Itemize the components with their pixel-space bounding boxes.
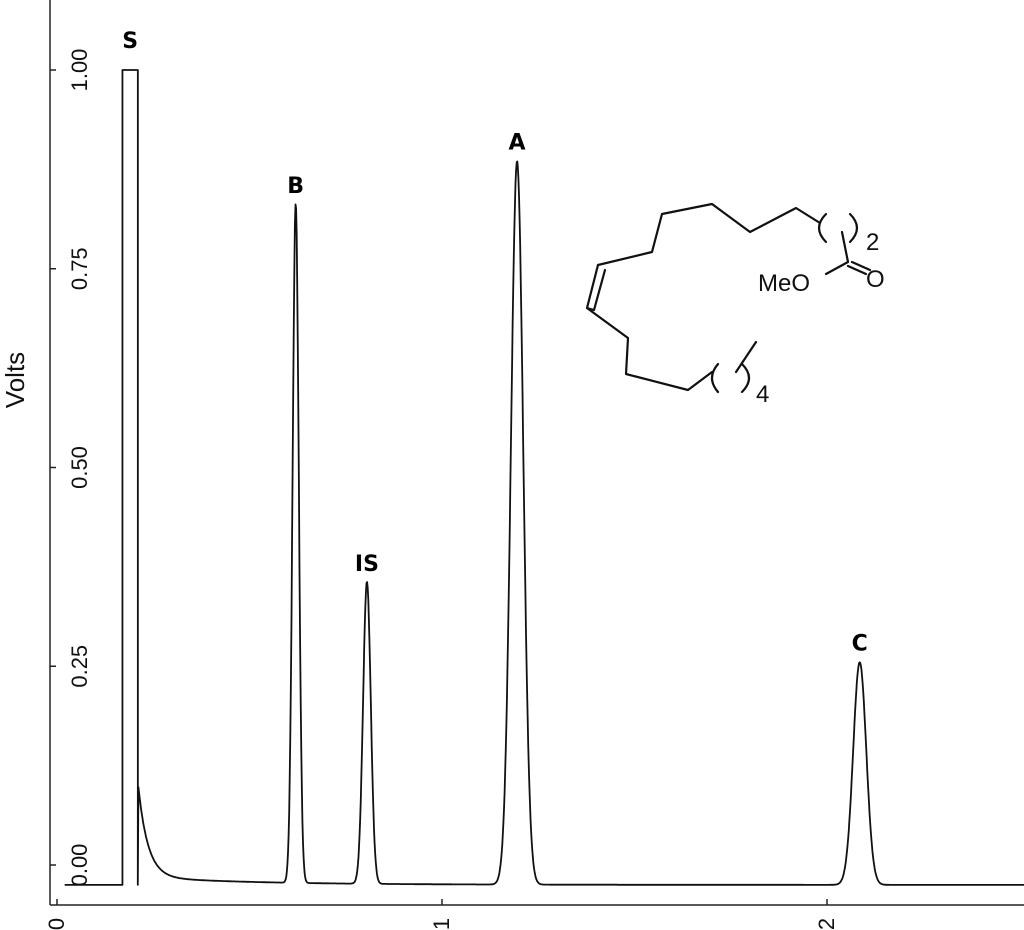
x-ticks: 0 1 2 [44,899,839,930]
peak-label-a: A [509,130,526,155]
y-tick-label: 0.25 [67,645,92,688]
peak-label-is: IS [355,552,379,577]
molecule-label-meo: MeO [758,270,810,297]
y-tick-label: 0.50 [67,446,92,489]
molecule-structure [585,202,872,394]
x-tick-label: 0 [44,918,69,930]
molecule-subscript-4: 4 [756,381,769,408]
peak-label-c: C [852,631,868,656]
molecule-upper-chain [596,202,822,267]
peak-label-s: S [122,29,138,54]
peak-label-b: B [287,174,304,199]
x-tick-label: 2 [814,918,839,930]
y-tick-label: 0.75 [67,247,92,290]
molecule-label-o: O [866,266,885,293]
molecule-bracket-2 [817,212,859,244]
y-axis-title: Volts [0,352,30,408]
molecule-terminal-bond [734,340,758,374]
molecule-subscript-2: 2 [866,229,879,256]
y-tick-label: 1.00 [67,49,92,92]
chromatogram-trace [64,69,1024,886]
x-tick-label: 1 [429,918,454,930]
molecule-bracket-4 [710,362,751,394]
molecule-lower-chain [585,263,714,392]
trace [64,69,1024,886]
molecule-ester-bond [824,230,872,276]
y-tick-label: 0.00 [67,844,92,887]
y-ticks: 0.00 0.25 0.50 0.75 1.00 [50,49,92,887]
peak-labels: S B IS A C [122,29,868,656]
axes [49,0,1024,906]
